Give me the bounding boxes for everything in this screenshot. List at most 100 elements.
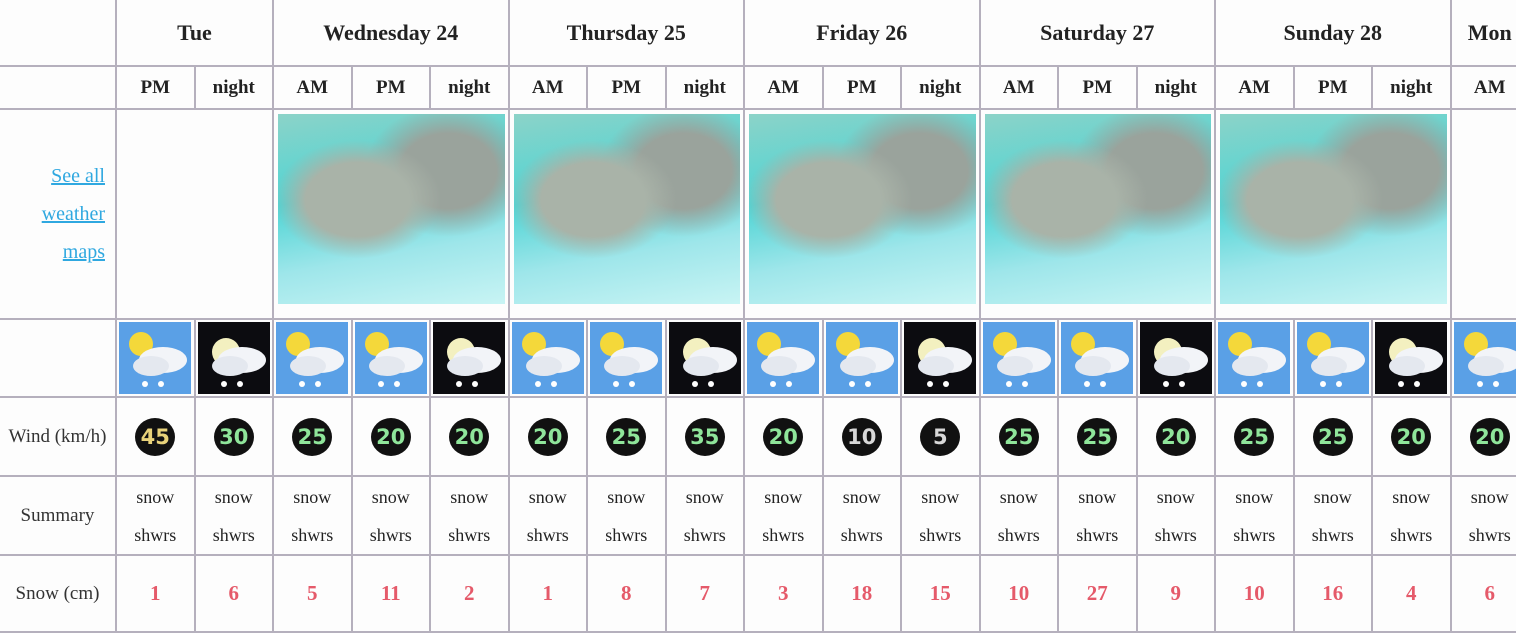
wind-speed: 20 [763, 417, 804, 456]
wind-speed: 20 [1469, 417, 1510, 456]
snow-amount: 15 [902, 556, 981, 633]
icon-cell [1451, 320, 1516, 398]
label-cell: Snow (cm) [0, 556, 117, 633]
snow-amount: 16 [1294, 556, 1373, 633]
weather-icon [1375, 322, 1448, 394]
snow-amount: 6 [1451, 556, 1516, 633]
period-header: PM [588, 67, 667, 110]
wind-cell: 20 [431, 398, 510, 477]
period-header: AM [980, 67, 1059, 110]
summary-cell: snow shwrs [509, 477, 588, 556]
snow-amount: 5 [274, 556, 353, 633]
snow-amount: 1 [117, 556, 196, 633]
wind-cell: 25 [980, 398, 1059, 477]
summary-text: snow shwrs [1468, 486, 1511, 545]
day-header: Tue [117, 0, 274, 67]
wind-cell: 20 [352, 398, 431, 477]
wind-cell: 10 [823, 398, 902, 477]
day-header: Thursday 25 [509, 0, 745, 67]
weather-map [513, 114, 740, 304]
period-header: night [1373, 67, 1452, 110]
snow-amount: 2 [431, 556, 510, 633]
period-header: PM [352, 67, 431, 110]
wind-cell: 20 [1373, 398, 1452, 477]
map-cell [1451, 110, 1516, 320]
period-header: PM [823, 67, 902, 110]
wind-speed: 25 [1234, 417, 1275, 456]
snow-amount: 11 [352, 556, 431, 633]
weather-icon [276, 322, 349, 394]
weather-icon [197, 322, 270, 394]
period-header: AM [509, 67, 588, 110]
snow-amount: 27 [1059, 556, 1138, 633]
wind-speed: 20 [1391, 417, 1432, 456]
wind-cell: 20 [745, 398, 824, 477]
summary-text: snow shwrs [369, 486, 412, 545]
period-header: PM [1059, 67, 1138, 110]
label-cell: Summary [0, 477, 117, 556]
summary-text: snow shwrs [1076, 486, 1119, 545]
weather-map [278, 114, 505, 304]
weather-map [1220, 114, 1447, 304]
snow-amount: 6 [195, 556, 274, 633]
summary-text: snow shwrs [683, 486, 726, 545]
wind-speed: 35 [684, 417, 725, 456]
summary-cell: snow shwrs [117, 477, 196, 556]
summary-cell: snow shwrs [980, 477, 1059, 556]
map-cell [117, 110, 274, 320]
period-header: AM [1451, 67, 1516, 110]
snow-amount: 7 [666, 556, 745, 633]
icon-cell [980, 320, 1059, 398]
period-header: night [1137, 67, 1216, 110]
summary-text: snow shwrs [1233, 486, 1276, 545]
weather-icon [1139, 322, 1212, 394]
label-cell: See all weather maps [0, 110, 117, 320]
period-header: night [902, 67, 981, 110]
icon-cell [902, 320, 981, 398]
label-cell [0, 67, 117, 110]
summary-cell: snow shwrs [1294, 477, 1373, 556]
wind-cell: 25 [1294, 398, 1373, 477]
period-header: PM [117, 67, 196, 110]
row-label: Snow (cm) [15, 582, 100, 604]
wind-speed: 20 [449, 417, 490, 456]
wind-cell: 5 [902, 398, 981, 477]
weather-icon [511, 322, 584, 394]
summary-cell: snow shwrs [195, 477, 274, 556]
snow-amount: 1 [509, 556, 588, 633]
summary-text: snow shwrs [1311, 486, 1354, 545]
wind-speed: 25 [292, 417, 333, 456]
wind-speed: 20 [1155, 417, 1196, 456]
day-header: Mon [1451, 0, 1516, 67]
wind-speed: 25 [606, 417, 647, 456]
icon-cell [1137, 320, 1216, 398]
icon-cell [117, 320, 196, 398]
wind-cell: 25 [588, 398, 667, 477]
summary-cell: snow shwrs [431, 477, 510, 556]
weather-icon [747, 322, 820, 394]
day-header: Saturday 27 [980, 0, 1216, 67]
summary-cell: snow shwrs [274, 477, 353, 556]
wind-speed: 20 [527, 417, 568, 456]
wind-speed: 25 [1312, 417, 1353, 456]
summary-text: snow shwrs [840, 486, 883, 545]
snow-amount: 9 [1137, 556, 1216, 633]
snow-amount: 3 [745, 556, 824, 633]
wind-cell: 25 [1059, 398, 1138, 477]
period-header: night [431, 67, 510, 110]
icon-cell [1294, 320, 1373, 398]
row-label: Wind (km/h) [8, 425, 107, 447]
wind-cell: 25 [1216, 398, 1295, 477]
wind-cell: 20 [509, 398, 588, 477]
period-header: AM [1216, 67, 1295, 110]
weather-icon [1453, 322, 1516, 394]
summary-text: snow shwrs [526, 486, 569, 545]
weather-icon [1296, 322, 1369, 394]
weather-icon [825, 322, 898, 394]
maps-link[interactable]: See all weather maps [41, 165, 105, 263]
summary-text: snow shwrs [291, 486, 334, 545]
icon-cell [745, 320, 824, 398]
map-cell [745, 110, 981, 320]
summary-text: snow shwrs [605, 486, 648, 545]
